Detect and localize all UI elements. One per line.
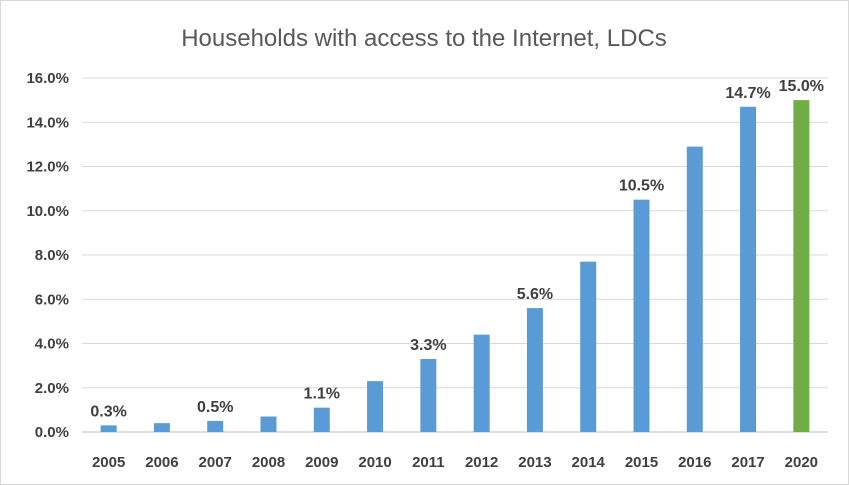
x-tick-label-2013: 2013 [518, 454, 551, 471]
x-tick-label-2008: 2008 [252, 454, 285, 471]
bar-2020 [793, 100, 810, 432]
x-tick-label-2005: 2005 [92, 454, 125, 471]
x-tick-label-2015: 2015 [625, 454, 658, 471]
bar-2014 [580, 261, 597, 432]
bar-2010 [367, 381, 384, 432]
x-tick-label-2012: 2012 [465, 454, 498, 471]
bars [100, 100, 810, 432]
bar-2008 [260, 416, 277, 432]
x-tick-label-2017: 2017 [731, 454, 764, 471]
x-tick-label-2006: 2006 [145, 454, 178, 471]
grid-lines [82, 77, 828, 433]
bar-2006 [153, 423, 170, 432]
data-label-2011: 3.3% [410, 337, 446, 354]
x-tick-label-2010: 2010 [358, 454, 391, 471]
bar-2017 [740, 106, 757, 432]
bar-2011 [420, 358, 437, 432]
y-tick-label: 14.0% [26, 114, 69, 131]
bar-2013 [526, 308, 543, 432]
data-label-2017: 14.7% [725, 85, 770, 102]
y-tick-label: 2.0% [35, 380, 69, 397]
y-tick-label: 4.0% [35, 336, 69, 353]
data-label-2009: 1.1% [304, 386, 340, 403]
y-tick-label: 6.0% [35, 291, 69, 308]
y-tick-label: 8.0% [35, 247, 69, 264]
data-label-2015: 10.5% [619, 178, 664, 195]
data-label-2007: 0.5% [197, 399, 233, 416]
bar-2015 [633, 199, 650, 432]
y-tick-label: 0.0% [35, 424, 69, 441]
x-tick-label-2009: 2009 [305, 454, 338, 471]
x-tick-label-2014: 2014 [572, 454, 606, 471]
x-tick-label-2007: 2007 [199, 454, 232, 471]
bar-2016 [686, 146, 703, 432]
bar-2012 [473, 334, 490, 432]
bar-2007 [207, 420, 224, 432]
x-tick-label-2011: 2011 [412, 454, 445, 471]
y-axis-ticks: 0.0% 2.0% 4.0% 6.0% 8.0% 10.0% 12.0% 14.0% 16.0% [26, 70, 69, 441]
chart-title: Households with access to the Internet, … [181, 25, 667, 52]
y-tick-label: 16.0% [26, 70, 69, 87]
x-tick-label-2016: 2016 [678, 454, 711, 471]
data-labels: 0.3% 0.5% 1.1% 3.3% 5.6% 10.5% 14.7% 15.0% [90, 78, 824, 420]
y-tick-label: 12.0% [26, 159, 69, 176]
y-tick-label: 10.0% [26, 203, 69, 220]
data-label-2005: 0.3% [90, 403, 126, 420]
x-tick-label-2020: 2020 [785, 454, 818, 471]
data-label-2013: 5.6% [517, 286, 553, 303]
bar-2009 [313, 407, 330, 432]
bar-2005 [100, 425, 117, 432]
data-label-2020: 15.0% [779, 78, 824, 95]
x-axis-ticks: 2005 2006 2007 2008 2009 2010 2011 2012 2013 2014… [92, 454, 818, 471]
